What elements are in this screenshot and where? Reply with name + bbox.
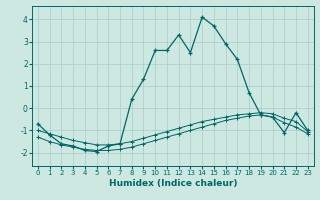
X-axis label: Humidex (Indice chaleur): Humidex (Indice chaleur) [108, 179, 237, 188]
